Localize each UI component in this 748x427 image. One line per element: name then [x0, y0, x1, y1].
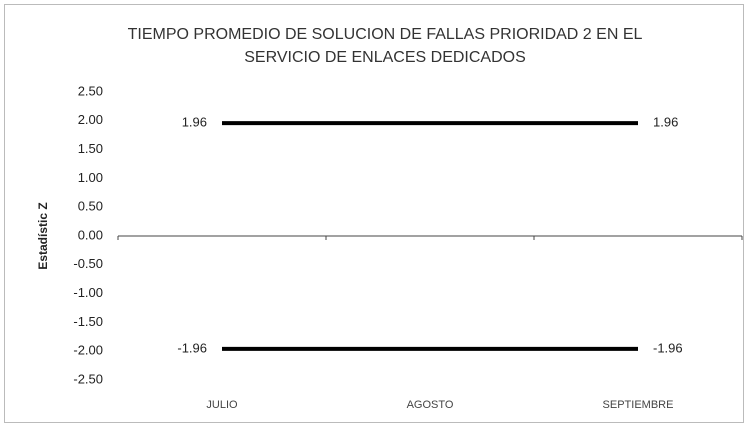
chart-title: SERVICIO DE ENLACES DEDICADOS [244, 49, 526, 66]
y-tick-label: 2.50 [78, 83, 103, 98]
chart-title: TIEMPO PROMEDIO DE SOLUCION DE FALLAS PR… [128, 26, 643, 43]
y-tick-label: 1.00 [78, 170, 103, 185]
y-tick-label: -1.50 [73, 314, 103, 329]
y-tick-label: -2.50 [73, 371, 103, 386]
x-tick-label: JULIO [206, 399, 238, 411]
x-tick-label: AGOSTO [407, 399, 454, 411]
data-label: 1.96 [182, 115, 207, 130]
y-tick-label: 1.50 [78, 141, 103, 156]
chart-border [4, 4, 744, 423]
y-tick-label: -0.50 [73, 256, 103, 271]
x-tick-label: SEPTIEMBRE [603, 399, 674, 411]
y-axis-label: Estadístic Z [36, 202, 50, 269]
y-tick-label: 2.00 [78, 112, 103, 127]
y-tick-label: 0.00 [78, 227, 103, 242]
data-label: -1.96 [177, 340, 207, 355]
data-label: 1.96 [653, 115, 678, 130]
y-tick-label: -1.00 [73, 285, 103, 300]
y-tick-label: 0.50 [78, 199, 103, 214]
data-label: -1.96 [653, 340, 683, 355]
y-tick-label: -2.00 [73, 343, 103, 358]
